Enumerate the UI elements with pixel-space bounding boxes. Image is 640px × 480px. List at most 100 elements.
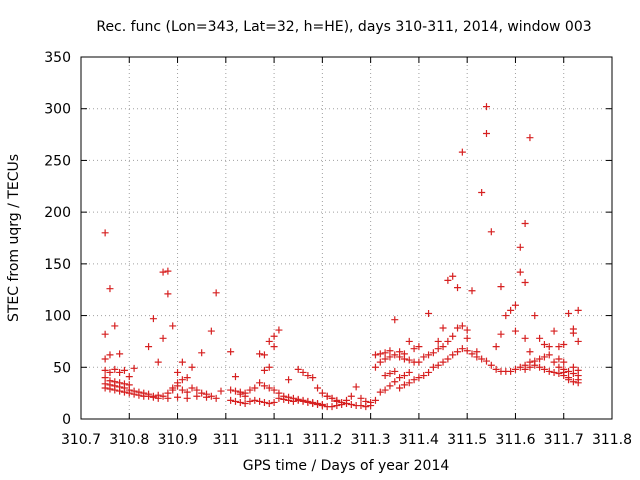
data-point [246, 386, 254, 394]
data-point [396, 374, 404, 382]
data-point [256, 397, 264, 405]
data-point [265, 384, 273, 392]
data-point [516, 243, 524, 251]
data-point [101, 330, 109, 338]
y-tick-label: 300 [44, 102, 71, 118]
data-point [507, 306, 515, 314]
data-point [555, 363, 563, 371]
data-point [550, 358, 558, 366]
data-point [241, 392, 249, 400]
data-point [145, 343, 153, 351]
data-point [285, 396, 293, 404]
data-point [531, 312, 539, 320]
data-point [343, 396, 350, 404]
data-point [193, 386, 201, 394]
data-point [560, 358, 568, 366]
data-point [347, 401, 355, 409]
data-point [125, 389, 133, 397]
data-point [116, 387, 124, 395]
data-point [434, 361, 442, 369]
data-point [231, 397, 239, 405]
data-point [526, 363, 534, 371]
data-point [478, 355, 486, 363]
data-point [154, 394, 162, 402]
data-point [415, 343, 423, 351]
data-point [574, 337, 582, 345]
data-point [540, 353, 548, 361]
y-tick-label: 250 [44, 153, 71, 169]
y-tick-label: 350 [44, 50, 71, 66]
data-point [357, 394, 365, 402]
data-point [526, 348, 534, 356]
data-point [550, 327, 558, 335]
data-point [400, 372, 408, 380]
data-point [338, 398, 346, 406]
data-point [304, 398, 312, 406]
data-point [207, 327, 215, 335]
data-point [507, 367, 515, 375]
data-point [439, 343, 447, 351]
data-point [386, 369, 394, 377]
data-point [569, 378, 577, 386]
data-point [516, 363, 524, 371]
data-point [178, 376, 186, 384]
data-point [285, 376, 293, 384]
data-point [492, 343, 500, 351]
data-point [454, 348, 462, 356]
grid-lines [81, 57, 612, 419]
data-point [425, 310, 433, 318]
x-tick-label: 311.2 [302, 432, 342, 448]
data-point [275, 394, 283, 402]
data-point [458, 322, 466, 330]
y-tick-label: 50 [53, 360, 71, 376]
data-point [429, 363, 437, 371]
data-point [497, 283, 505, 291]
y-tick-labels: 0 50 100 150 200 250 300 350 [44, 50, 71, 428]
data-point [164, 394, 172, 402]
data-point [212, 394, 220, 402]
data-point [449, 351, 457, 359]
data-point [188, 384, 196, 392]
data-point [434, 337, 442, 345]
data-point [227, 386, 235, 394]
data-point [304, 372, 312, 380]
data-point [565, 376, 573, 384]
data-point [396, 348, 404, 356]
data-point [371, 363, 379, 371]
data-point [555, 355, 563, 363]
data-point [193, 392, 201, 400]
data-point [174, 368, 182, 376]
data-point [347, 392, 355, 400]
data-point [545, 343, 553, 351]
data-point [463, 334, 471, 342]
data-point [463, 347, 471, 355]
data-point [280, 395, 288, 403]
data-point [454, 324, 462, 332]
data-point [574, 372, 582, 380]
data-point [574, 306, 582, 314]
x-tick-label: 311 [212, 432, 239, 448]
data-point [323, 392, 331, 400]
data-point [425, 368, 433, 376]
data-point [497, 330, 505, 338]
data-point [265, 363, 273, 371]
data-point [299, 397, 307, 405]
data-point [521, 334, 529, 342]
data-point [120, 388, 128, 396]
data-point [198, 389, 206, 397]
data-point [256, 379, 264, 387]
data-point [116, 350, 124, 358]
data-point [526, 134, 534, 142]
data-point [159, 392, 167, 400]
data-point [106, 368, 114, 376]
data-point [149, 315, 157, 323]
data-point [362, 403, 370, 411]
data-point [536, 355, 544, 363]
data-point [449, 272, 457, 280]
data-point [521, 220, 529, 228]
data-point [420, 353, 428, 361]
data-point [376, 350, 384, 358]
data-point [260, 398, 268, 406]
x-tick-labels: 310.7 310.8 310.9 311 311.1 311.2 311.3 311.4 31… [61, 432, 632, 448]
